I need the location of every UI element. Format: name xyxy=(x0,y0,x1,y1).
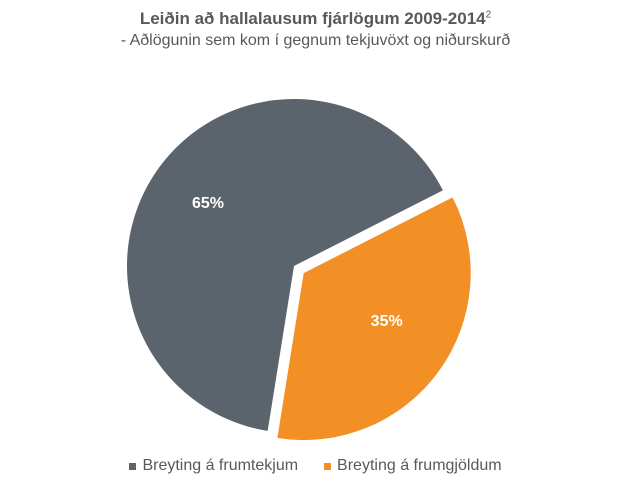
title-superscript: 2 xyxy=(485,9,492,21)
legend-label-frumtekjum: Breyting á frumtekjum xyxy=(142,457,299,474)
legend-item-frumtekjum: Breyting á frumtekjum xyxy=(129,457,298,475)
chart-title-block: Leiðin að hallalausum fjárlögum 2009-201… xyxy=(0,8,631,52)
legend-swatch-frumtekjum xyxy=(129,462,137,470)
pie-slice-1 xyxy=(277,197,471,441)
chart-title: Leiðin að hallalausum fjárlögum 2009-201… xyxy=(139,9,492,28)
legend-label-frumgjoldum: Breyting á frumgjöldum xyxy=(337,457,502,474)
legend-swatch-frumgjoldum xyxy=(324,462,332,470)
legend: Breyting á frumtekjum Breyting á frumgjö… xyxy=(0,457,631,475)
chart-subtitle: - Aðlögunin sem kom í gegnum tekjuvöxt o… xyxy=(120,32,511,49)
legend-item-frumgjoldum: Breyting á frumgjöldum xyxy=(324,457,502,475)
data-label-1: 35% xyxy=(371,313,403,330)
data-label-0: 65% xyxy=(192,195,224,212)
pie-slice-0 xyxy=(127,98,443,431)
